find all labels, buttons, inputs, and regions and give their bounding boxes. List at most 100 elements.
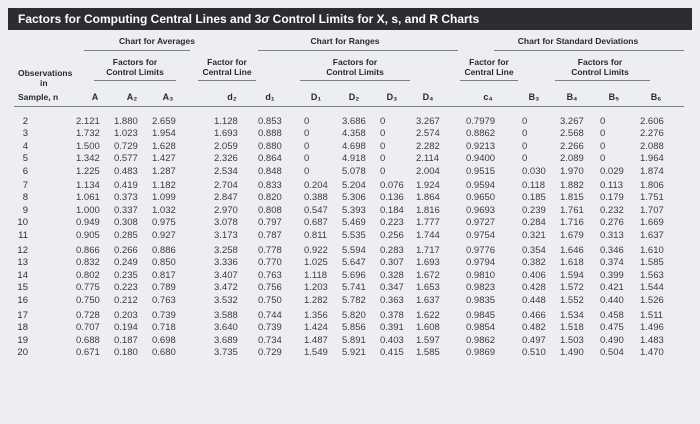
cell-D1: 0.204 — [304, 180, 328, 191]
cell-B5: 0 — [600, 128, 606, 140]
cell-B4: 1.618 — [560, 257, 584, 269]
symbol-B3: B₃ — [528, 92, 540, 102]
cell-d1: 0.848 — [258, 165, 282, 177]
cell-A3: 1.032 — [152, 204, 176, 216]
cell-D1: 1.203 — [304, 282, 328, 294]
cell-D3: 0 — [380, 165, 386, 177]
symbol-c4: c₄ — [483, 92, 493, 102]
cell-A2: 0.373 — [114, 192, 138, 204]
cell-B6: 1.610 — [640, 245, 664, 256]
cell-B3: 0.448 — [522, 294, 546, 306]
cell-B6: 1.806 — [640, 180, 664, 191]
cell-D4: 1.585 — [416, 347, 440, 359]
row-n: 12 — [17, 245, 28, 256]
cell-B4: 3.267 — [560, 116, 584, 127]
cell-A2: 0.180 — [114, 347, 138, 359]
cell-c4: 0.9594 — [466, 180, 496, 191]
cell-A: 0.905 — [76, 229, 100, 241]
cell-B3: 0.382 — [522, 257, 546, 269]
cell-D3: 0 — [380, 128, 386, 140]
cell-D1: 0.811 — [304, 229, 328, 241]
cell-d1: 0.787 — [258, 229, 282, 241]
cell-A: 0.866 — [76, 245, 100, 256]
cell-B3: 0.321 — [522, 229, 546, 241]
cell-D1: 0 — [304, 140, 310, 152]
rule-std-central — [460, 80, 518, 81]
symbol-D2: D₂ — [348, 92, 360, 102]
cell-A: 0.750 — [76, 294, 100, 306]
cell-d2: 2.847 — [214, 192, 238, 204]
cell-d2: 2.326 — [214, 153, 238, 165]
cell-D2: 5.741 — [342, 282, 366, 294]
cell-A2: 0.187 — [114, 334, 138, 346]
cell-A2: 0.223 — [114, 282, 138, 294]
cell-D3: 0.223 — [380, 217, 404, 229]
cell-A3: 1.628 — [152, 140, 176, 152]
symbol-D3: D₃ — [386, 92, 398, 102]
cell-D2: 5.078 — [342, 165, 366, 177]
cell-B4: 1.679 — [560, 229, 584, 241]
cell-B3: 0.497 — [522, 334, 546, 346]
row-n: 19 — [17, 334, 28, 346]
cell-D3: 0.076 — [380, 180, 404, 191]
cell-B5: 0.458 — [600, 310, 624, 321]
cell-D1: 1.356 — [304, 310, 328, 321]
cell-A2: 0.235 — [114, 269, 138, 281]
cell-D3: 0 — [380, 153, 386, 165]
ranges-factors-header: Factors for Control Limits — [326, 57, 384, 77]
cell-d1: 0.770 — [258, 257, 282, 269]
cell-B6: 1.470 — [640, 347, 664, 359]
cell-B6: 2.606 — [640, 116, 664, 127]
cell-D3: 0.347 — [380, 282, 404, 294]
cell-B4: 1.970 — [560, 165, 584, 177]
cell-c4: 0.9823 — [466, 282, 496, 294]
row-n: 20 — [17, 347, 28, 359]
cell-D3: 0.184 — [380, 204, 404, 216]
cell-D1: 0.687 — [304, 217, 328, 229]
row-n: 7 — [22, 180, 28, 191]
table-title: Factors for Computing Central Lines and … — [8, 8, 692, 30]
rule-averages — [84, 50, 190, 51]
cell-c4: 0.9754 — [466, 229, 496, 241]
symbol-A3: A₃ — [162, 92, 174, 102]
cell-d1: 0.750 — [258, 294, 282, 306]
cell-d1: 0.744 — [258, 310, 282, 321]
sample-n-label: Sample, n — [18, 92, 59, 102]
cell-B4: 1.490 — [560, 347, 584, 359]
cell-d2: 1.693 — [214, 128, 238, 140]
cell-D2: 5.891 — [342, 334, 366, 346]
cell-D1: 0 — [304, 128, 310, 140]
cell-B3: 0.510 — [522, 347, 546, 359]
cell-B6: 1.585 — [640, 257, 664, 269]
cell-B4: 1.815 — [560, 192, 584, 204]
cell-B6: 1.511 — [640, 310, 664, 321]
cell-A3: 0.763 — [152, 294, 176, 306]
cell-d1: 0.888 — [258, 128, 282, 140]
cell-A3: 0.698 — [152, 334, 176, 346]
cell-c4: 0.9650 — [466, 192, 496, 204]
cell-D1: 1.025 — [304, 257, 328, 269]
cell-A2: 0.285 — [114, 229, 138, 241]
cell-d2: 3.173 — [214, 229, 238, 241]
cell-D3: 0.403 — [380, 334, 404, 346]
cell-D4: 1.622 — [416, 310, 440, 321]
cell-D2: 5.856 — [342, 322, 366, 334]
symbol-d1: d₁ — [265, 92, 275, 102]
cell-B3: 0.239 — [522, 204, 546, 216]
cell-A: 1.061 — [76, 192, 100, 204]
cell-D2: 5.696 — [342, 269, 366, 281]
cell-D3: 0 — [380, 140, 386, 152]
symbol-D1: D₁ — [310, 92, 322, 102]
cell-B6: 1.751 — [640, 192, 664, 204]
cell-A3: 2.659 — [152, 116, 176, 127]
cell-B3: 0.354 — [522, 245, 546, 256]
cell-d1: 0.880 — [258, 140, 282, 152]
cell-B4: 1.646 — [560, 245, 584, 256]
cell-B5: 0.179 — [600, 192, 624, 204]
row-n: 16 — [17, 294, 28, 306]
cell-B5: 0.399 — [600, 269, 624, 281]
cell-d1: 0.808 — [258, 204, 282, 216]
row-n: 17 — [17, 310, 28, 321]
cell-D2: 5.820 — [342, 310, 366, 321]
cell-c4: 0.9515 — [466, 165, 496, 177]
